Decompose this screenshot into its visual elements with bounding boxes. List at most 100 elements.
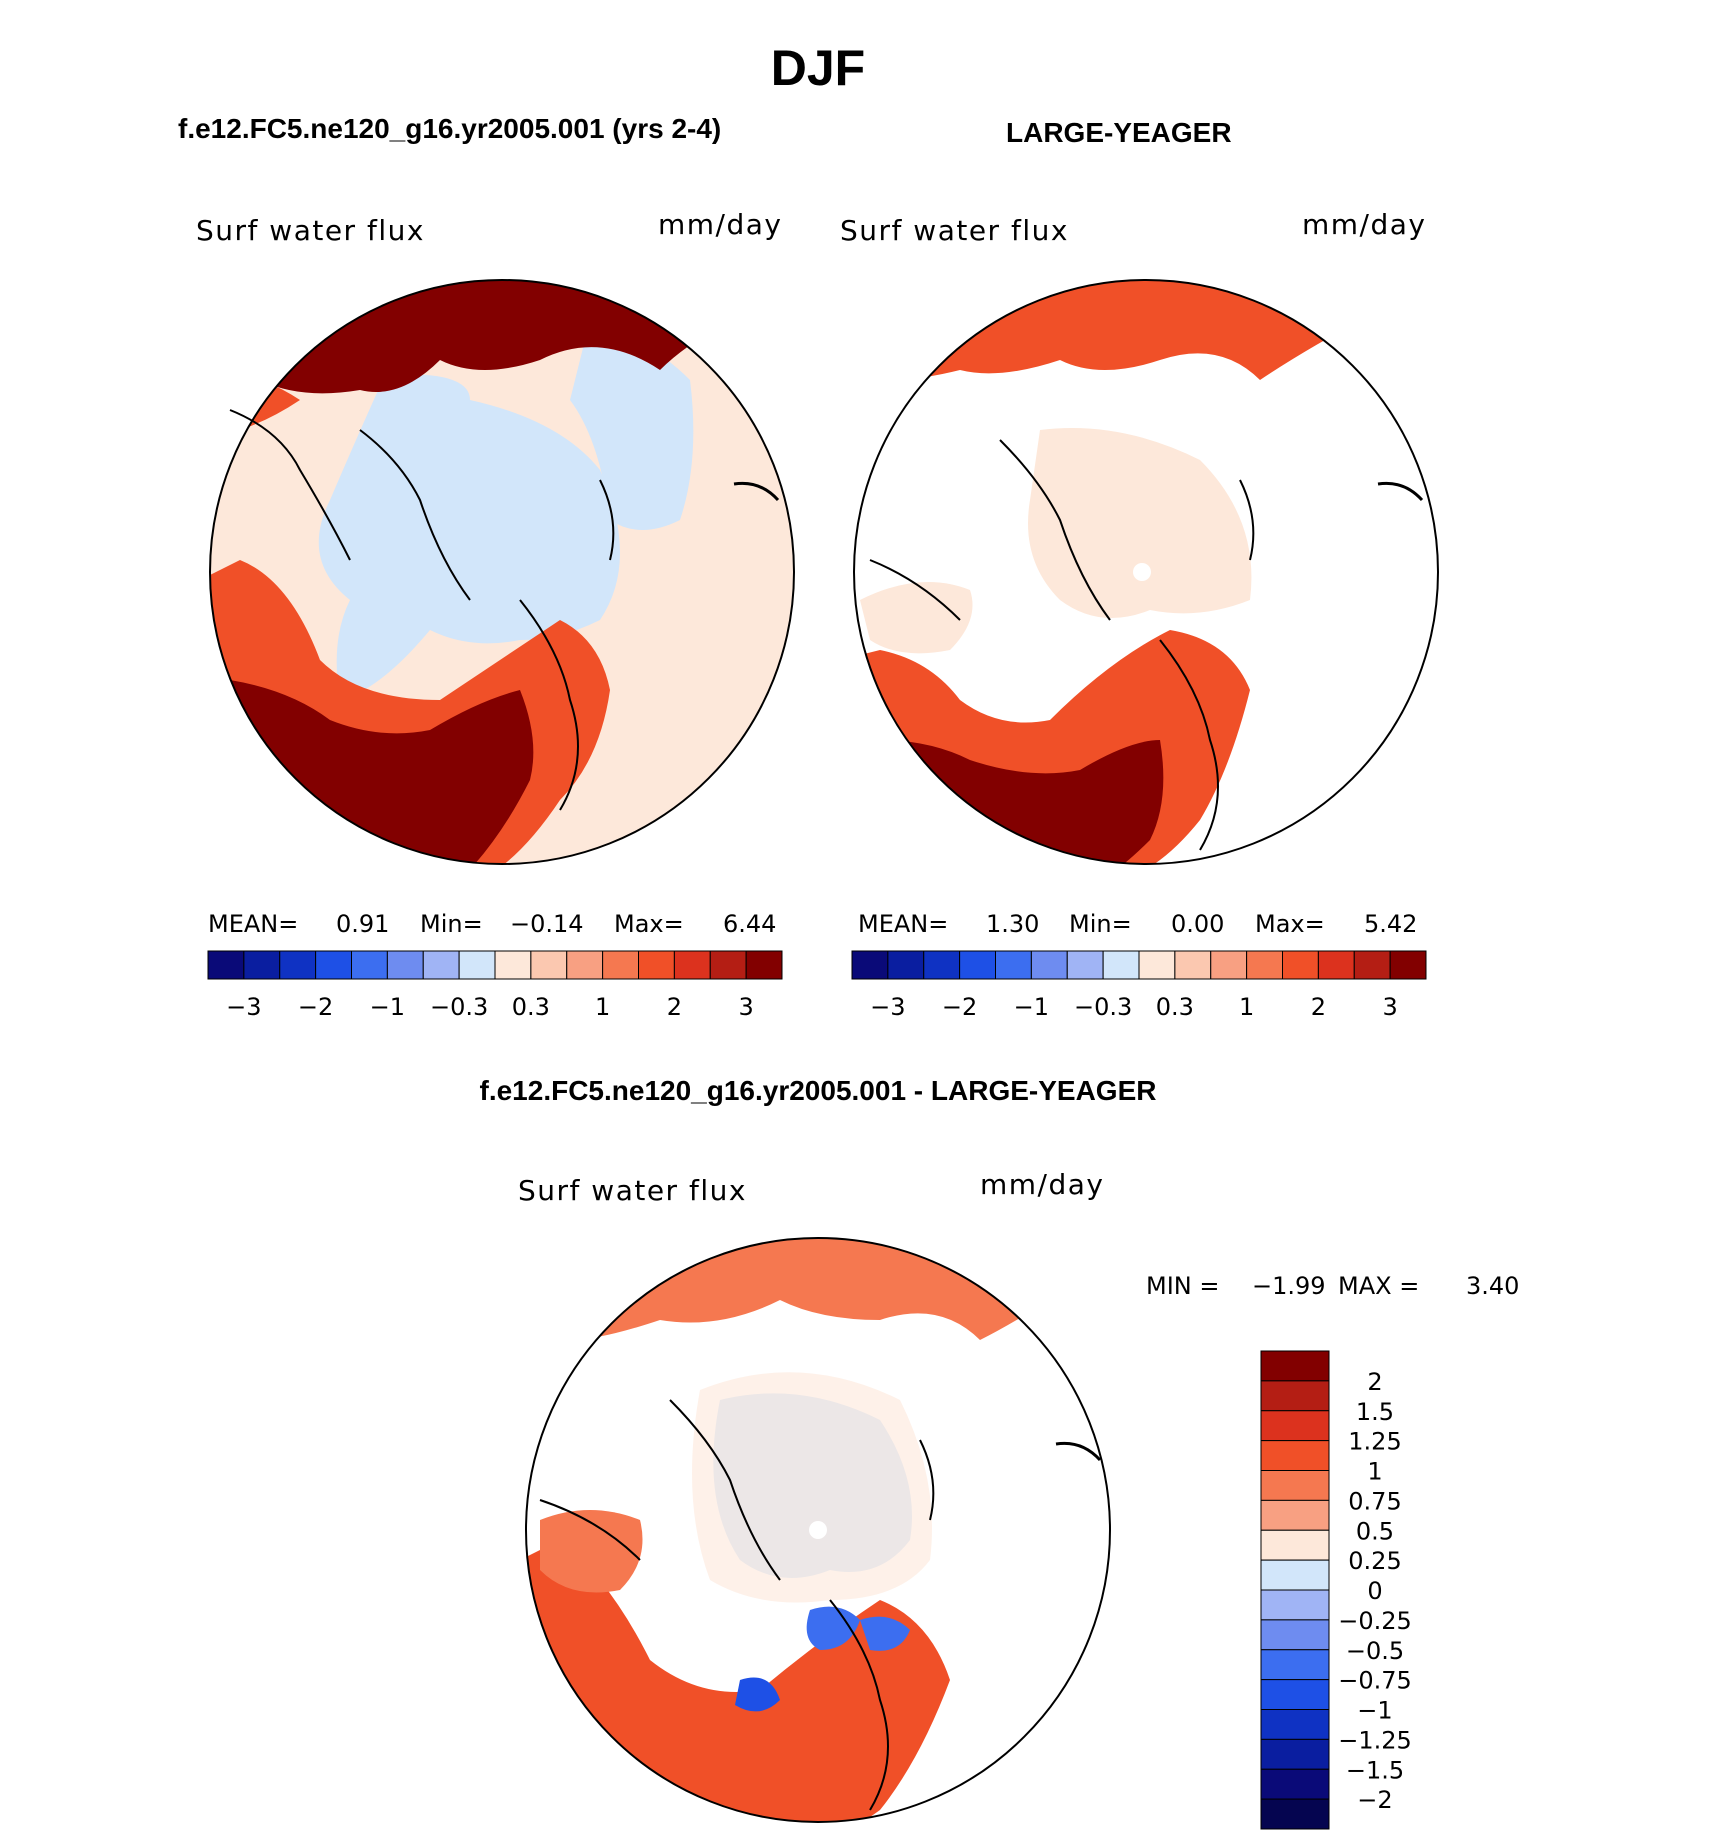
panel1-max-value: 6.44 [723,910,776,938]
panel1-stats: MEAN= 0.91 Min= −0.14 Max= 6.44 [208,910,776,938]
colorbar3-swatch [1260,1440,1330,1471]
panel2-case-title: LARGE-YEAGER [1006,117,1232,148]
panel3-max-value: 3.40 [1466,1272,1519,1300]
colorbar3-swatch [1260,1679,1330,1710]
colorbar3-tick-label: 1.5 [1356,1398,1394,1426]
panel2-colorbar: −3 −2 −1 −0.3 0.3 1 2 3 [851,950,1427,1021]
panel2-polar-map [853,279,1439,865]
map2-boundary [853,279,1439,865]
colorbar1-swatch [243,950,281,980]
colorbar1-tick-label: 2 [667,993,682,1021]
panel2-max-value: 5.42 [1364,910,1417,938]
colorbar2-tick-label: 3 [1382,993,1397,1021]
panel1-case-title: f.e12.FC5.ne120_g16.yr2005.001 (yrs 2-4) [178,113,721,144]
panel2-mean-value: 1.30 [986,910,1039,938]
colorbar2-tick-label: −0.3 [1074,993,1132,1021]
panel3-stats: MIN = −1.99 MAX = 3.40 [1146,1272,1519,1300]
colorbar3-swatch [1260,1470,1330,1501]
panel3-variable-label: Surf water flux [518,1174,747,1207]
page-title: DJF [771,40,865,96]
panel2-min-label: Min= [1069,910,1132,938]
colorbar2-swatch [1210,950,1248,980]
panel1-min-label: Min= [420,910,483,938]
panel1-min-value: −0.14 [510,910,584,938]
colorbar2-tick-label: 1 [1239,993,1254,1021]
colorbar3-swatch [1260,1559,1330,1591]
colorbar2-tick-label: −3 [870,993,905,1021]
colorbar3-swatch [1260,1410,1330,1442]
colorbar1-swatch [315,950,352,980]
panel3-units-label: mm/day [980,1168,1105,1201]
colorbar1-swatch [709,950,747,980]
panel1-mean-value: 0.91 [336,910,389,938]
map3-coastline-fragment [1055,1441,1102,1462]
colorbar2-swatch [1317,950,1355,980]
colorbar2-swatch [887,950,925,980]
colorbar1-swatch [351,950,388,980]
map3-coastlines [539,1399,935,1811]
colorbar1-tick-label: −0.3 [430,993,488,1021]
map1-coastline-fragment [733,481,780,502]
panel2-max-label: Max= [1255,910,1325,938]
panel1-units-label: mm/day [658,208,783,241]
colorbar2-swatch [1174,950,1212,980]
colorbar3-tick-label: 0 [1367,1577,1382,1605]
colorbar3-tick-label: 0.5 [1356,1517,1394,1545]
colorbar3-swatch [1260,1589,1330,1621]
colorbar2-swatch [923,950,961,980]
panel1-variable-label: Surf water flux [196,214,425,247]
colorbar1-swatch [602,950,639,980]
colorbar2-swatch [959,950,996,980]
colorbar2-swatch [1066,950,1104,980]
colorbar1-swatch [530,950,568,980]
map2-left-land-field [860,582,973,654]
colorbar3-tick-label: 0.75 [1348,1487,1401,1515]
colorbar1-tick-label: 1 [595,993,610,1021]
colorbar1-swatch [673,950,711,980]
colorbar3-swatch [1260,1350,1330,1382]
panel1-mean-label: MEAN= [208,910,298,938]
colorbar3-tick-label: −0.25 [1338,1607,1412,1635]
map3-negative-field-a [806,1606,860,1650]
panel3-case-title: f.e12.FC5.ne120_g16.yr2005.001 - LARGE-Y… [480,1075,1157,1106]
colorbar2-tick-label: −2 [942,993,977,1021]
colorbar2-swatch [1030,950,1068,980]
map2-coastline-fragment [1377,481,1424,502]
panel1-colorbar: −3 −2 −1 −0.3 0.3 1 2 3 [207,950,783,1021]
colorbar3-tick-label: −1.5 [1346,1756,1404,1784]
colorbar1-tick-label: −1 [370,993,405,1021]
colorbar2-tick-label: 2 [1311,993,1326,1021]
colorbar2-swatch [1138,950,1176,980]
colorbar2-tick-label: −1 [1014,993,1049,1021]
colorbar3-tick-label: −0.5 [1346,1637,1404,1665]
map2-coastlines [869,439,1255,851]
colorbar3-swatch [1260,1768,1330,1800]
map3-left-positive-field [540,1510,643,1593]
panel2-variable-label: Surf water flux [840,214,1069,247]
colorbar3-swatch [1260,1499,1330,1531]
map1-coastlines [229,409,615,811]
colorbar3-tick-label: 1 [1367,1458,1382,1486]
colorbar1-swatch [745,950,783,980]
colorbar3-swatch [1260,1380,1330,1412]
colorbar1-tick-label: −3 [226,993,261,1021]
map2-pole-hole [1133,563,1151,581]
colorbar3-swatch [1260,1529,1330,1561]
colorbar2-swatch [1102,950,1140,980]
colorbar3-swatch [1260,1709,1330,1740]
panel3-min-value: −1.99 [1252,1272,1326,1300]
map1-arctic-ocean-field [318,374,620,700]
map3-arctic-rim-field [692,1372,932,1603]
colorbar2-swatch [851,950,889,980]
colorbar2-swatch [1389,950,1427,980]
map3-negative-field-b [860,1616,910,1651]
colorbar3-tick-label: −1 [1357,1697,1392,1725]
map3-pole-hole [809,1521,827,1539]
map2-arctic-ocean-field [1028,428,1252,618]
colorbar1-tick-label: 0.3 [512,993,550,1021]
colorbar3-tick-label: 2 [1367,1368,1382,1396]
colorbar1-swatch [422,950,460,980]
colorbar1-swatch [458,950,496,980]
colorbar1-swatch [207,950,245,980]
